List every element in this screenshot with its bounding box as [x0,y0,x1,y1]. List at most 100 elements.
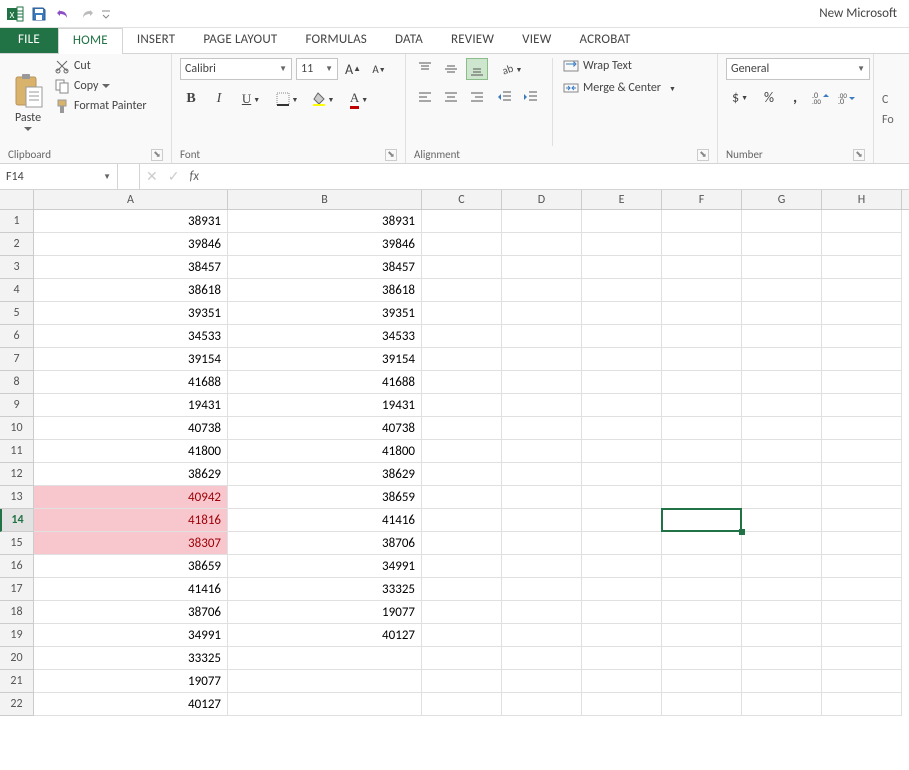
cell[interactable]: 41416 [34,578,228,601]
cell[interactable] [502,371,582,394]
cell[interactable] [422,325,502,348]
cell[interactable] [422,348,502,371]
cell[interactable] [582,601,662,624]
cell[interactable] [422,601,502,624]
cell[interactable] [502,233,582,256]
cell[interactable] [502,302,582,325]
cell[interactable] [822,348,902,371]
cell[interactable] [822,302,902,325]
tab-view[interactable]: VIEW [508,28,565,53]
cell[interactable] [422,371,502,394]
row-header[interactable]: 3 [0,256,34,279]
cell[interactable] [422,210,502,233]
cut-button[interactable]: Cut [54,58,147,74]
cell[interactable] [822,601,902,624]
cell[interactable] [422,578,502,601]
cell[interactable] [822,440,902,463]
cell[interactable] [742,693,822,716]
cell[interactable] [582,647,662,670]
cell[interactable] [502,670,582,693]
cell[interactable] [502,279,582,302]
cell[interactable] [742,555,822,578]
row-header[interactable]: 2 [0,233,34,256]
cell[interactable] [742,624,822,647]
cell[interactable] [662,233,742,256]
bold-button[interactable]: B [180,88,202,110]
cell[interactable]: 39351 [228,302,422,325]
cell[interactable] [822,693,902,716]
decrease-indent-icon[interactable] [494,86,516,108]
cell[interactable]: 41816 [34,509,228,532]
orientation-button[interactable]: ab▼ [494,58,528,80]
cell[interactable]: 34533 [34,325,228,348]
cell[interactable] [582,532,662,555]
cell[interactable] [502,601,582,624]
cell[interactable] [502,578,582,601]
cell[interactable] [422,440,502,463]
font-launcher-icon[interactable]: ⬊ [385,149,397,161]
accounting-format-button[interactable]: $▼ [726,86,754,108]
cell[interactable] [662,532,742,555]
cell[interactable] [742,532,822,555]
cell[interactable] [582,555,662,578]
number-format-dropdown[interactable]: General▼ [726,58,870,80]
align-top-icon[interactable] [414,58,436,80]
cell[interactable] [502,325,582,348]
undo-icon[interactable] [52,3,74,25]
cell[interactable]: 39154 [34,348,228,371]
cell[interactable]: 39154 [228,348,422,371]
cell[interactable] [822,486,902,509]
cell[interactable]: 41416 [228,509,422,532]
cell[interactable] [662,256,742,279]
column-header-E[interactable]: E [582,190,662,209]
row-header[interactable]: 8 [0,371,34,394]
excel-app-icon[interactable]: X [4,3,26,25]
row-header[interactable]: 5 [0,302,34,325]
cell[interactable] [742,371,822,394]
cell[interactable] [502,348,582,371]
tab-file[interactable]: FILE [0,28,58,53]
cell[interactable]: 38931 [228,210,422,233]
cell[interactable] [742,486,822,509]
row-header[interactable]: 20 [0,647,34,670]
enter-formula-icon[interactable]: ✓ [168,168,180,185]
cell[interactable]: 40127 [228,624,422,647]
row-header[interactable]: 12 [0,463,34,486]
tab-formulas[interactable]: FORMULAS [291,28,381,53]
cell[interactable] [422,256,502,279]
font-name-dropdown[interactable]: Calibri▼ [180,58,292,80]
cell[interactable]: 38629 [34,463,228,486]
column-header-B[interactable]: B [228,190,422,209]
row-header[interactable]: 4 [0,279,34,302]
cell[interactable] [422,693,502,716]
cell[interactable] [422,555,502,578]
cell[interactable] [502,210,582,233]
cell[interactable] [582,394,662,417]
tab-page-layout[interactable]: PAGE LAYOUT [189,28,291,53]
cell[interactable] [822,325,902,348]
row-header[interactable]: 19 [0,624,34,647]
cell[interactable] [502,693,582,716]
cell[interactable]: 40738 [228,417,422,440]
cell[interactable] [662,509,742,532]
clipboard-launcher-icon[interactable]: ⬊ [151,149,163,161]
cell[interactable] [662,210,742,233]
cell[interactable] [502,394,582,417]
cell[interactable] [422,394,502,417]
decrease-decimal-icon[interactable]: .00.0 [836,86,858,108]
cell[interactable] [582,256,662,279]
cell[interactable] [742,210,822,233]
wrap-text-button[interactable]: Wrap Text [563,58,676,74]
fx-icon[interactable]: fx [189,169,199,184]
cell[interactable] [822,647,902,670]
cell[interactable]: 19431 [228,394,422,417]
cell[interactable] [822,578,902,601]
font-color-button[interactable]: A▼ [344,88,374,110]
cell[interactable] [422,233,502,256]
percent-format-button[interactable]: % [758,86,780,108]
cell[interactable] [742,325,822,348]
cell[interactable] [662,371,742,394]
fill-color-button[interactable]: ▼ [308,88,338,110]
cell[interactable] [502,555,582,578]
cell[interactable] [742,601,822,624]
